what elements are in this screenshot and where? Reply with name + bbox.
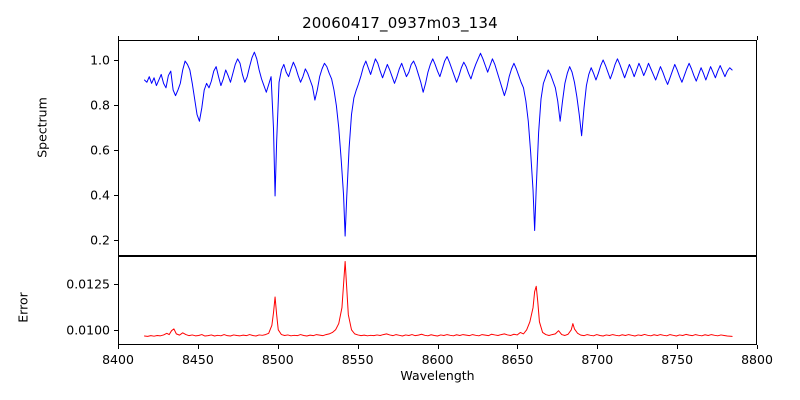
spectrum-xtick-mark-8	[757, 36, 758, 40]
error-plot-area	[118, 256, 757, 345]
x-tick-label-4: 8600	[421, 352, 454, 367]
x-tick-mark-0	[118, 345, 119, 349]
spectrum-xtick-mark-3	[358, 36, 359, 40]
spectrum-xtick-mark-7	[677, 36, 678, 40]
spectrum-ytick-label-3: 0.8	[90, 97, 110, 113]
x-tick-mark-8	[757, 345, 758, 349]
spectrum-ytick-label-1: 0.4	[90, 187, 110, 203]
spectrum-ytick-label-2: 0.6	[90, 142, 110, 158]
error-ytick-mark-1	[114, 284, 118, 285]
x-tick-label-1: 8450	[181, 352, 214, 367]
x-tick-label-6: 8700	[581, 352, 614, 367]
x-axis-label: Wavelength	[400, 368, 475, 383]
spectrum-line-series	[143, 51, 733, 237]
error-axis-label: Error	[15, 292, 31, 323]
x-tick-mark-5	[517, 345, 518, 349]
spectrum-xtick-mark-4	[438, 36, 439, 40]
error-ytick-mark-0	[114, 330, 118, 331]
error-line-series	[143, 260, 733, 337]
spectrum-xtick-mark-1	[198, 36, 199, 40]
x-tick-mark-6	[597, 345, 598, 349]
error-ytick-label-0: 0.0100	[66, 322, 110, 338]
x-tick-mark-7	[677, 345, 678, 349]
x-tick-label-2: 8500	[261, 352, 294, 367]
x-tick-label-0: 8400	[102, 352, 134, 367]
spectrum-ytick-mark-4	[114, 60, 118, 61]
spectrum-ytick-label-0: 0.2	[90, 232, 110, 248]
spectrum-plot-area	[118, 40, 757, 256]
error-trace	[143, 260, 733, 337]
x-tick-mark-1	[198, 345, 199, 349]
spectrum-ytick-mark-1	[114, 195, 118, 196]
x-tick-mark-3	[358, 345, 359, 349]
x-tick-mark-2	[278, 345, 279, 349]
spectrum-xtick-mark-0	[118, 36, 119, 40]
spectrum-xtick-mark-5	[517, 36, 518, 40]
spectrum-ytick-mark-2	[114, 150, 118, 151]
x-tick-label-5: 8650	[501, 352, 534, 367]
spectrum-ytick-mark-0	[114, 240, 118, 241]
spectrum-ytick-label-4: 1.0	[90, 52, 110, 68]
x-tick-label-3: 8550	[341, 352, 374, 367]
page-title: 20060417_0937m03_134	[302, 14, 498, 32]
spectrum-ytick-mark-3	[114, 105, 118, 106]
spectrum-xtick-mark-2	[278, 36, 279, 40]
x-tick-mark-4	[438, 345, 439, 349]
spectrum-axis-label: Spectrum	[34, 97, 50, 158]
x-tick-label-8: 8800	[741, 352, 773, 367]
spectrum-trace	[143, 51, 733, 237]
error-ytick-label-1: 0.0125	[66, 276, 110, 292]
x-tick-label-7: 8750	[661, 352, 694, 367]
spectrum-xtick-mark-6	[597, 36, 598, 40]
